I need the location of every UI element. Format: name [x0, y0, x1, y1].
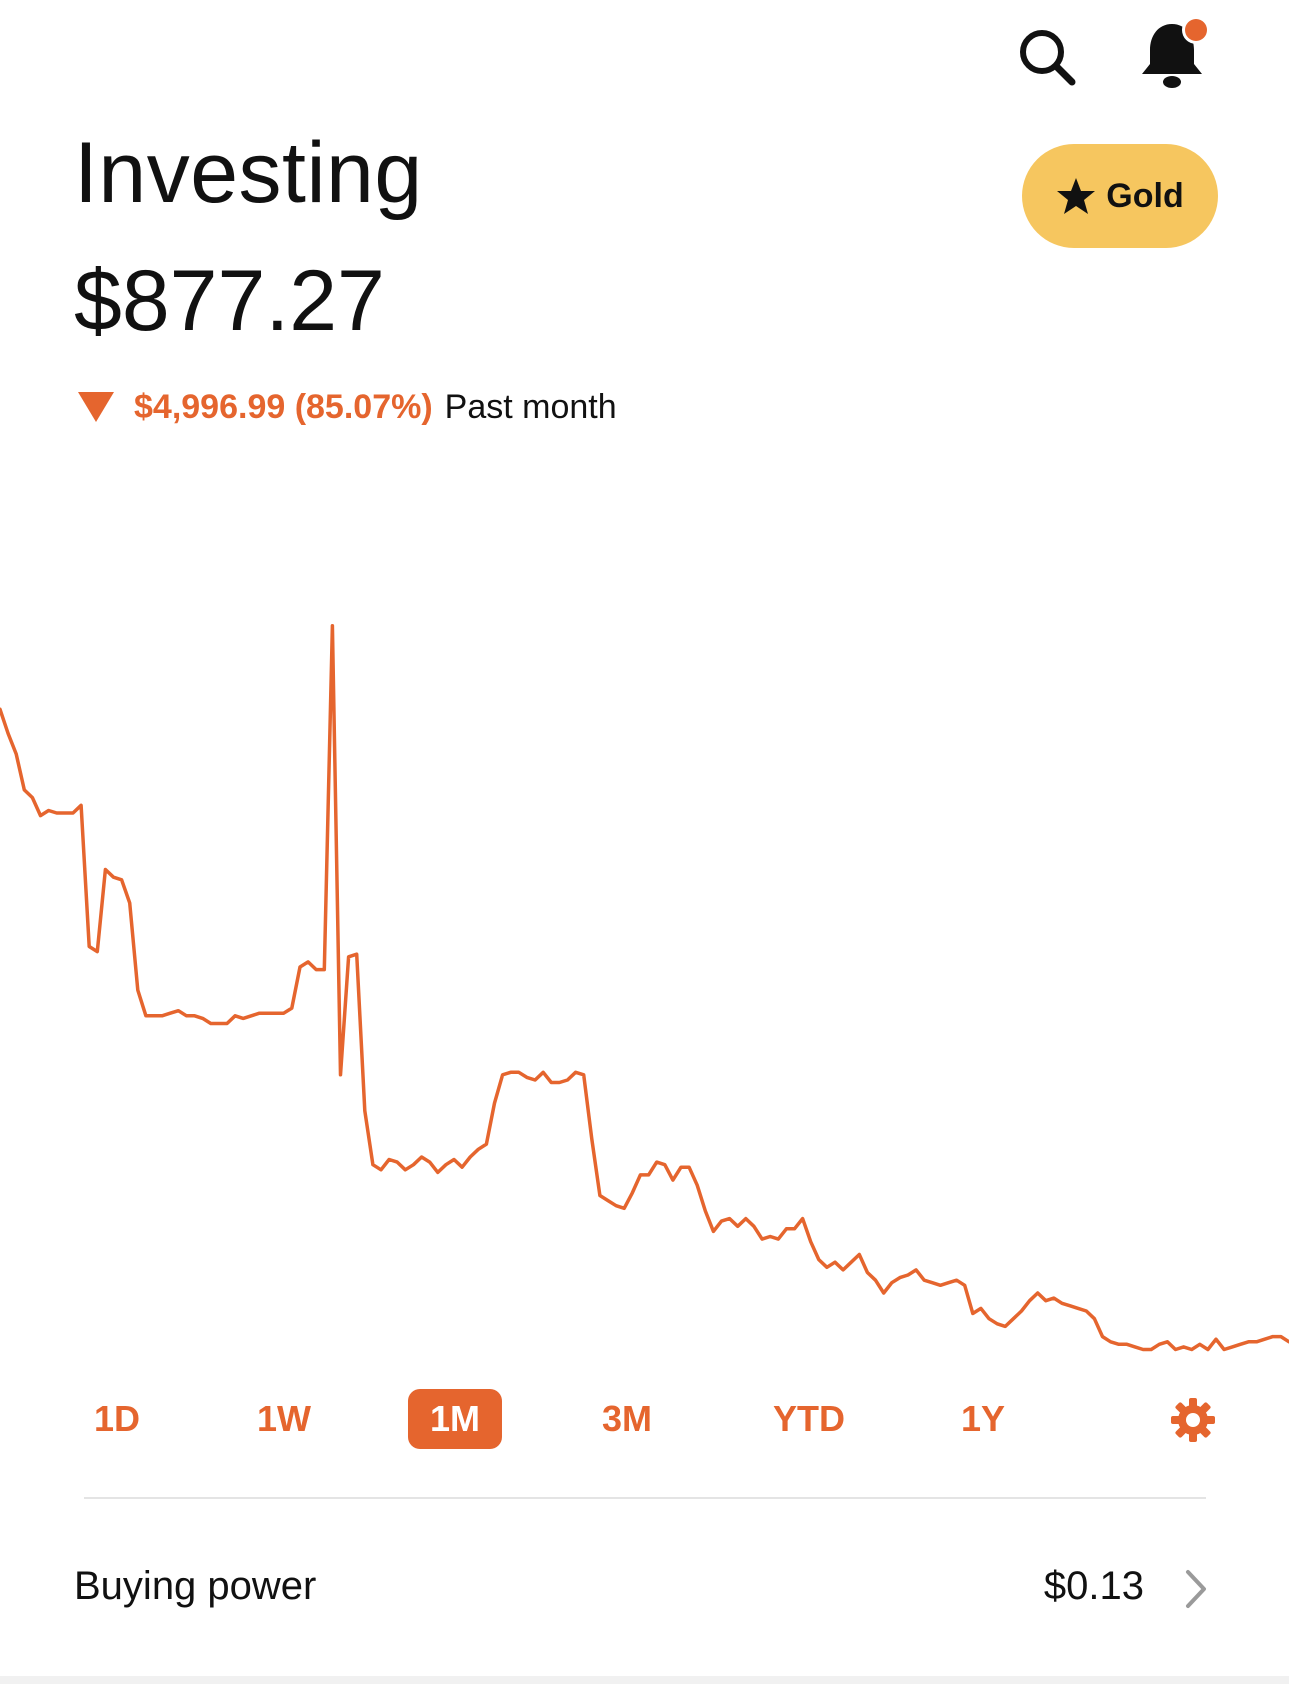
star-icon — [1057, 178, 1096, 214]
buying-power-label: Buying power — [74, 1564, 317, 1608]
range-tab-1w[interactable]: 1W — [257, 1398, 311, 1439]
range-tab-ytd[interactable]: YTD — [773, 1398, 845, 1439]
range-tab-1d[interactable]: 1D — [93, 1398, 141, 1439]
chevron-right-icon — [1186, 1570, 1206, 1608]
search-button[interactable] — [1014, 24, 1080, 90]
buying-power-value: $0.13 — [1043, 1564, 1144, 1608]
change-summary: $4,996.99 (85.07%) Past month — [78, 385, 617, 429]
time-range-selector: 1D 1W 1M 3M YTD 1Y — [0, 1385, 1289, 1453]
range-tab-1y[interactable]: 1Y — [960, 1398, 1006, 1439]
change-value: $4,996.99 (85.07%) — [134, 387, 433, 426]
divider — [84, 1497, 1206, 1499]
gold-label: Gold — [1106, 176, 1184, 215]
down-triangle-icon — [78, 392, 114, 422]
portfolio-value: $877.27 — [74, 253, 385, 349]
change-period: Past month — [444, 387, 617, 426]
notification-dot — [1182, 16, 1210, 44]
buying-power-row[interactable]: Buying power $0.13 — [0, 1550, 1289, 1630]
series-line — [0, 623, 1289, 1352]
notifications-button[interactable] — [1136, 14, 1212, 94]
range-tab-3m[interactable]: 3M — [601, 1398, 653, 1439]
search-icon — [1020, 30, 1076, 86]
page-title: Investing — [74, 125, 423, 221]
range-tabs-fade — [1118, 1385, 1164, 1453]
range-tab-1m[interactable]: 1M — [407, 1389, 503, 1449]
gear-icon[interactable] — [1171, 1398, 1215, 1442]
portfolio-line-chart[interactable] — [0, 600, 1289, 1370]
bottom-band — [0, 1676, 1289, 1684]
gold-button[interactable]: Gold — [1022, 144, 1218, 248]
